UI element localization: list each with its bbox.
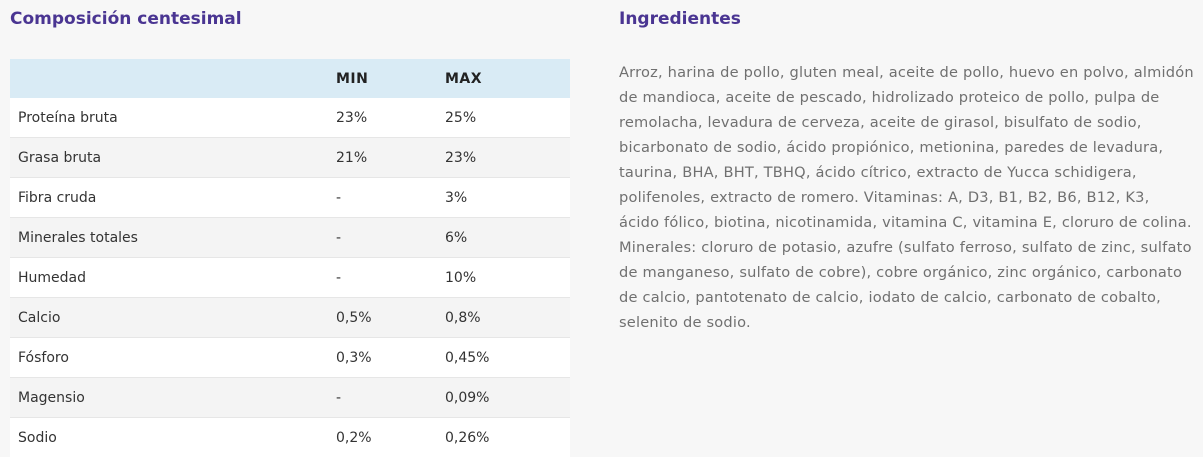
nutrient-name-cell: Magensio: [10, 377, 336, 418]
nutrient-name-cell: Calcio: [10, 297, 336, 338]
table-row: Grasa bruta 21% 23%: [10, 137, 570, 178]
table-row: Sodio 0,2% 0,26%: [10, 417, 570, 457]
min-value-cell: -: [336, 177, 445, 218]
composition-title: Composición centesimal: [10, 9, 242, 29]
max-value-cell: 0,09%: [445, 377, 570, 418]
table-row: Humedad -10%: [10, 257, 570, 298]
min-value-cell: 0,3%: [336, 337, 445, 378]
min-value-cell: 23%: [336, 98, 445, 138]
table-row: Fósforo 0,3% 0,45%: [10, 337, 570, 378]
max-value-cell: 25%: [445, 98, 570, 138]
max-value-cell: 3%: [445, 177, 570, 218]
nutrient-name-cell: Fósforo: [10, 337, 336, 378]
min-value-cell: 21%: [336, 137, 445, 178]
nutrient-name-cell: Humedad: [10, 257, 336, 298]
max-value-cell: 6%: [445, 217, 570, 258]
ingredients-title: Ingredientes: [619, 9, 741, 29]
max-value-cell: 0,8%: [445, 297, 570, 338]
nutrient-name-cell: Grasa bruta: [10, 137, 336, 178]
max-value-cell: 23%: [445, 137, 570, 178]
nutrient-name-cell: Minerales totales: [10, 217, 336, 258]
min-value-cell: -: [336, 377, 445, 418]
table-row: Proteína bruta 23% 25%: [10, 98, 570, 138]
table-row: Calcio 0,5% 0,8%: [10, 297, 570, 338]
table-row: Magensio -0,09%: [10, 377, 570, 418]
header-max: MAX: [445, 59, 570, 98]
min-value-cell: -: [336, 217, 445, 258]
composition-table: MIN MAX Proteína bruta 23% 25% Grasa bruta 2…: [10, 59, 570, 457]
min-value-cell: -: [336, 257, 445, 298]
max-value-cell: 0,26%: [445, 417, 570, 457]
table-row: Minerales totales -6%: [10, 217, 570, 258]
header-min: MIN: [336, 59, 445, 98]
max-value-cell: 0,45%: [445, 337, 570, 378]
nutrient-name-cell: Sodio: [10, 417, 336, 457]
table-header-row: MIN MAX: [10, 59, 570, 98]
max-value-cell: 10%: [445, 257, 570, 298]
table-row: Fibra cruda -3%: [10, 177, 570, 218]
header-name: [10, 59, 336, 98]
nutrient-name-cell: Fibra cruda: [10, 177, 336, 218]
min-value-cell: 0,5%: [336, 297, 445, 338]
nutrient-name-cell: Proteína bruta: [10, 98, 336, 138]
ingredients-text: Arroz, harina de pollo, gluten meal, ace…: [619, 64, 1194, 331]
min-value-cell: 0,2%: [336, 417, 445, 457]
composition-table-body: Proteína bruta 23% 25% Grasa bruta 21% 23% Fib…: [10, 98, 570, 457]
